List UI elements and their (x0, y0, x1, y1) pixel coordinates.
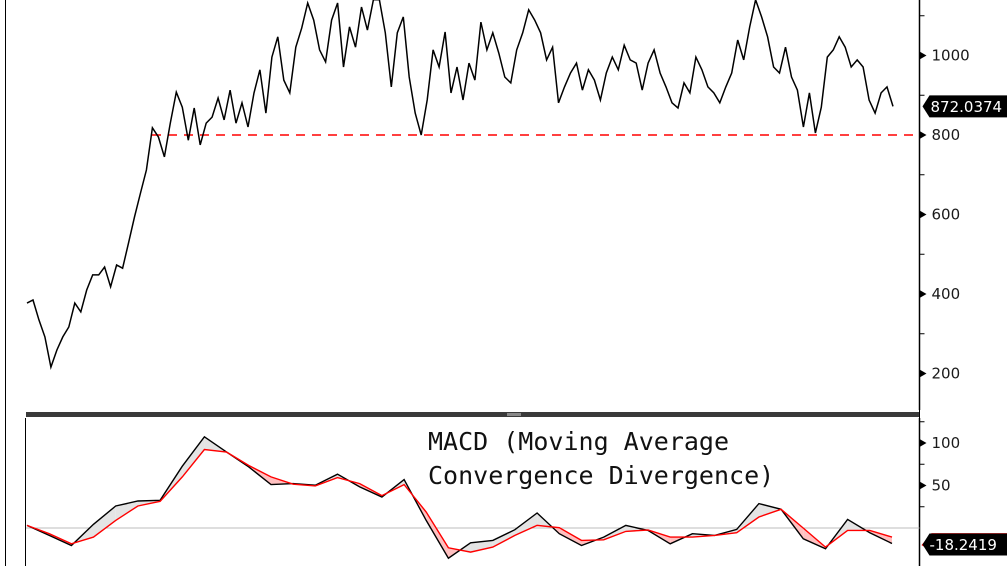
histogram-fill-above (492, 529, 515, 548)
macd-y-tick: 100 (919, 434, 961, 452)
histogram-fill-below (426, 512, 449, 559)
price-panel: 200 400 600 800 1000 872.0374 (26, 0, 1007, 410)
price-y-tick-label: 800 (932, 126, 961, 144)
histogram-fill-above (514, 513, 538, 536)
signal-line (26, 448, 893, 553)
histogram-fill-above (758, 503, 782, 518)
price-y-tick-label: 600 (932, 206, 961, 224)
macd-value-tag: -18.2419 (922, 533, 1007, 556)
histogram-fill-above (182, 436, 205, 477)
panel-divider[interactable] (26, 412, 919, 417)
macd-y-tick-label: 100 (932, 434, 961, 452)
price-y-tick-label: 1000 (932, 47, 970, 65)
price-y-tick: 1000 (919, 47, 970, 65)
price-y-tick: 200 (919, 365, 961, 383)
macd-last-value-label: -18.2419 (930, 536, 997, 554)
macd-y-tick: 50 (919, 477, 951, 495)
price-y-tick-label: 200 (932, 365, 961, 383)
macd-title-line-2: Convergence Divergence) (428, 461, 774, 490)
histogram-fill-below (559, 527, 582, 546)
macd-title-line-1: MACD (Moving Average (428, 427, 729, 456)
price-y-tick-label: 400 (932, 285, 961, 303)
divider-grip[interactable] (507, 413, 521, 416)
price-y-tick: 800 (919, 126, 961, 144)
last-price-tag: 872.0374 (922, 95, 1007, 118)
price-line (26, 0, 894, 370)
histogram-fill-above (93, 505, 116, 538)
price-y-tick: 600 (919, 206, 961, 224)
macd-panel: 50 100 MACD (Moving Average Convergence D… (25, 418, 1007, 566)
last-price-label: 872.0374 (931, 98, 1003, 116)
histogram-fill-above (470, 540, 493, 553)
histogram-fill-above (115, 500, 138, 521)
macd-y-tick-label: 50 (932, 477, 951, 495)
price-y-tick: 400 (919, 285, 961, 303)
